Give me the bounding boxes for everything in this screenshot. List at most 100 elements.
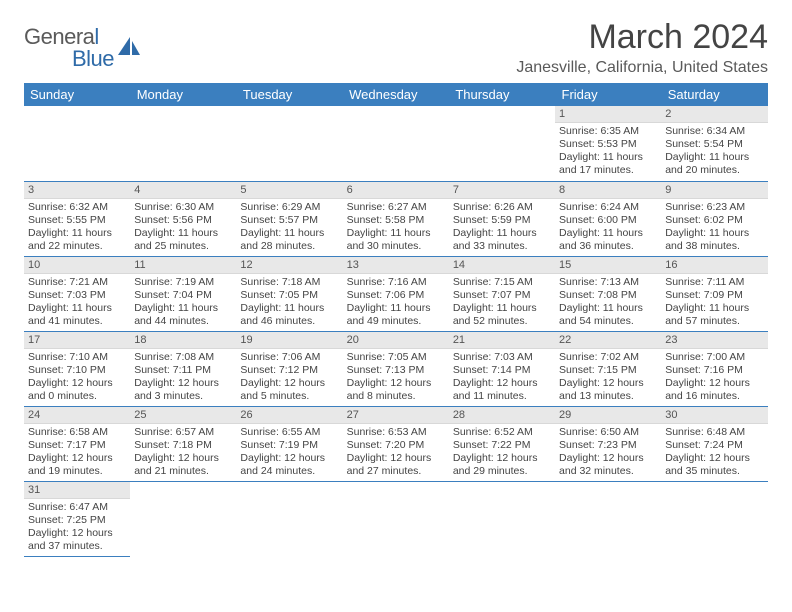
sunset: Sunset: 7:12 PM	[240, 364, 338, 377]
day-cell: 20Sunrise: 7:05 AMSunset: 7:13 PMDayligh…	[343, 331, 449, 406]
day-number: 18	[130, 332, 236, 349]
day-content: Sunrise: 6:23 AMSunset: 6:02 PMDaylight:…	[661, 199, 767, 256]
month-title: March 2024	[516, 18, 768, 57]
sunrise: Sunrise: 6:30 AM	[134, 201, 232, 214]
day-content: Sunrise: 6:53 AMSunset: 7:20 PMDaylight:…	[343, 424, 449, 481]
daylight: and 20 minutes.	[665, 164, 763, 177]
sunset: Sunset: 7:19 PM	[240, 439, 338, 452]
day-number: 24	[24, 407, 130, 424]
day-cell: 28Sunrise: 6:52 AMSunset: 7:22 PMDayligh…	[449, 406, 555, 481]
sunset: Sunset: 5:54 PM	[665, 138, 763, 151]
daylight: Daylight: 12 hours	[559, 452, 657, 465]
sunset: Sunset: 7:11 PM	[134, 364, 232, 377]
day-cell	[130, 106, 236, 181]
daylight: Daylight: 12 hours	[347, 377, 445, 390]
daylight: Daylight: 11 hours	[665, 302, 763, 315]
day-content: Sunrise: 6:48 AMSunset: 7:24 PMDaylight:…	[661, 424, 767, 481]
day-cell: 19Sunrise: 7:06 AMSunset: 7:12 PMDayligh…	[236, 331, 342, 406]
day-cell	[343, 481, 449, 556]
sunset: Sunset: 7:24 PM	[665, 439, 763, 452]
day-content: Sunrise: 7:18 AMSunset: 7:05 PMDaylight:…	[236, 274, 342, 331]
day-content: Sunrise: 6:30 AMSunset: 5:56 PMDaylight:…	[130, 199, 236, 256]
day-cell	[236, 481, 342, 556]
day-cell: 5Sunrise: 6:29 AMSunset: 5:57 PMDaylight…	[236, 181, 342, 256]
daylight: and 19 minutes.	[28, 465, 126, 478]
day-cell	[555, 481, 661, 556]
daylight: and 33 minutes.	[453, 240, 551, 253]
daylight: Daylight: 11 hours	[240, 302, 338, 315]
day-number: 31	[24, 482, 130, 499]
daylight: and 16 minutes.	[665, 390, 763, 403]
daylight: Daylight: 12 hours	[28, 377, 126, 390]
day-content: Sunrise: 6:57 AMSunset: 7:18 PMDaylight:…	[130, 424, 236, 481]
day-cell	[661, 481, 767, 556]
day-cell: 24Sunrise: 6:58 AMSunset: 7:17 PMDayligh…	[24, 406, 130, 481]
day-number: 19	[236, 332, 342, 349]
sail-icon	[116, 35, 142, 62]
day-number: 23	[661, 332, 767, 349]
day-number: 16	[661, 257, 767, 274]
day-content: Sunrise: 6:34 AMSunset: 5:54 PMDaylight:…	[661, 123, 767, 180]
daylight: and 27 minutes.	[347, 465, 445, 478]
sunset: Sunset: 7:17 PM	[28, 439, 126, 452]
sunset: Sunset: 7:08 PM	[559, 289, 657, 302]
daylight: Daylight: 11 hours	[559, 227, 657, 240]
daylight: and 57 minutes.	[665, 315, 763, 328]
day-content: Sunrise: 7:19 AMSunset: 7:04 PMDaylight:…	[130, 274, 236, 331]
day-number: 2	[661, 106, 767, 123]
day-content: Sunrise: 7:00 AMSunset: 7:16 PMDaylight:…	[661, 349, 767, 406]
sunrise: Sunrise: 6:34 AM	[665, 125, 763, 138]
daylight: Daylight: 11 hours	[453, 227, 551, 240]
sunrise: Sunrise: 7:08 AM	[134, 351, 232, 364]
day-content: Sunrise: 7:05 AMSunset: 7:13 PMDaylight:…	[343, 349, 449, 406]
day-cell	[449, 481, 555, 556]
day-cell	[236, 106, 342, 181]
location: Janesville, California, United States	[516, 59, 768, 77]
daylight: Daylight: 12 hours	[240, 377, 338, 390]
daylight: and 32 minutes.	[559, 465, 657, 478]
daylight: and 0 minutes.	[28, 390, 126, 403]
day-cell: 30Sunrise: 6:48 AMSunset: 7:24 PMDayligh…	[661, 406, 767, 481]
day-content: Sunrise: 6:47 AMSunset: 7:25 PMDaylight:…	[24, 499, 130, 556]
sunrise: Sunrise: 6:32 AM	[28, 201, 126, 214]
day-content: Sunrise: 6:55 AMSunset: 7:19 PMDaylight:…	[236, 424, 342, 481]
sunrise: Sunrise: 7:05 AM	[347, 351, 445, 364]
day-cell: 26Sunrise: 6:55 AMSunset: 7:19 PMDayligh…	[236, 406, 342, 481]
day-cell: 9Sunrise: 6:23 AMSunset: 6:02 PMDaylight…	[661, 181, 767, 256]
day-cell: 8Sunrise: 6:24 AMSunset: 6:00 PMDaylight…	[555, 181, 661, 256]
day-content: Sunrise: 7:11 AMSunset: 7:09 PMDaylight:…	[661, 274, 767, 331]
daylight: and 30 minutes.	[347, 240, 445, 253]
daylight: Daylight: 11 hours	[347, 227, 445, 240]
day-cell: 2Sunrise: 6:34 AMSunset: 5:54 PMDaylight…	[661, 106, 767, 181]
day-content: Sunrise: 7:16 AMSunset: 7:06 PMDaylight:…	[343, 274, 449, 331]
day-cell: 11Sunrise: 7:19 AMSunset: 7:04 PMDayligh…	[130, 256, 236, 331]
sunset: Sunset: 7:13 PM	[347, 364, 445, 377]
daylight: and 8 minutes.	[347, 390, 445, 403]
sunrise: Sunrise: 6:50 AM	[559, 426, 657, 439]
day-number: 7	[449, 182, 555, 199]
sunrise: Sunrise: 6:47 AM	[28, 501, 126, 514]
sunrise: Sunrise: 6:29 AM	[240, 201, 338, 214]
day-number: 30	[661, 407, 767, 424]
daylight: Daylight: 11 hours	[347, 302, 445, 315]
sunset: Sunset: 7:20 PM	[347, 439, 445, 452]
day-number: 29	[555, 407, 661, 424]
daylight: Daylight: 12 hours	[347, 452, 445, 465]
daylight: and 5 minutes.	[240, 390, 338, 403]
daylight: Daylight: 11 hours	[665, 151, 763, 164]
sunset: Sunset: 7:06 PM	[347, 289, 445, 302]
day-cell: 22Sunrise: 7:02 AMSunset: 7:15 PMDayligh…	[555, 331, 661, 406]
daylight: Daylight: 11 hours	[240, 227, 338, 240]
weekday-monday: Monday	[130, 83, 236, 106]
sunset: Sunset: 5:58 PM	[347, 214, 445, 227]
day-cell	[24, 106, 130, 181]
daylight: and 37 minutes.	[28, 540, 126, 553]
sunset: Sunset: 6:02 PM	[665, 214, 763, 227]
daylight: Daylight: 12 hours	[665, 377, 763, 390]
weekday-thursday: Thursday	[449, 83, 555, 106]
daylight: Daylight: 11 hours	[559, 302, 657, 315]
weekday-friday: Friday	[555, 83, 661, 106]
day-number: 27	[343, 407, 449, 424]
daylight: Daylight: 12 hours	[240, 452, 338, 465]
sunset: Sunset: 7:09 PM	[665, 289, 763, 302]
